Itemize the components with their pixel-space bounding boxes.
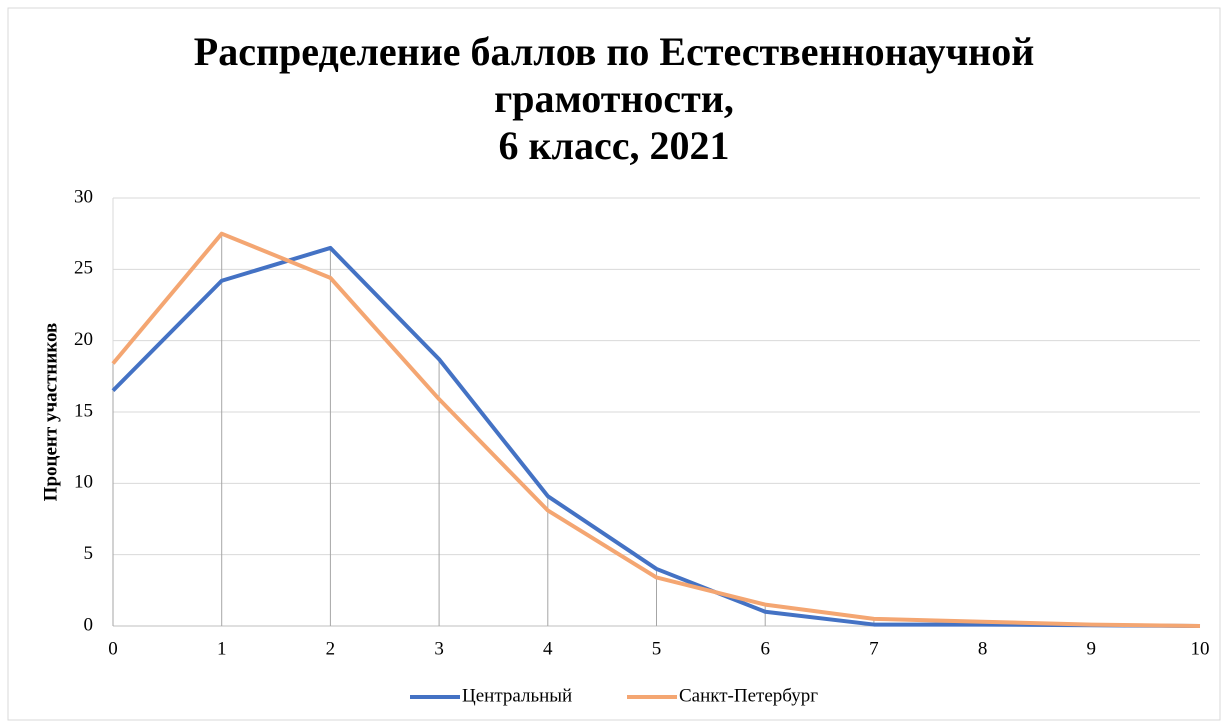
y-tick-label: 15 <box>74 400 93 421</box>
legend-label: Центральный <box>462 685 572 706</box>
chart-title: грамотности, <box>494 76 734 121</box>
x-tick-label: 10 <box>1191 638 1210 659</box>
x-tick-label: 1 <box>217 638 227 659</box>
chart-title: Распределение баллов по Естественнонаучн… <box>194 29 1034 74</box>
x-tick-label: 7 <box>869 638 879 659</box>
x-tick-label: 0 <box>108 638 118 659</box>
x-tick-label: 4 <box>543 638 553 659</box>
y-tick-label: 10 <box>74 472 93 493</box>
y-tick-label: 0 <box>84 614 94 635</box>
chart-title: 6 класс, 2021 <box>499 123 730 168</box>
legend-label: Санкт-Петербург <box>679 685 818 706</box>
x-tick-label: 9 <box>1087 638 1097 659</box>
chart-border <box>7 7 1221 721</box>
x-tick-label: 6 <box>760 638 770 659</box>
x-tick-label: 2 <box>326 638 336 659</box>
y-tick-label: 20 <box>74 329 93 350</box>
y-tick-label: 25 <box>74 258 93 279</box>
x-tick-label: 5 <box>652 638 662 659</box>
y-axis-label: Процент участников <box>40 323 61 502</box>
y-tick-label: 5 <box>84 543 94 564</box>
y-tick-label: 30 <box>74 186 93 207</box>
series-line <box>111 231 1201 628</box>
series-line <box>111 245 1201 628</box>
x-tick-label: 8 <box>978 638 988 659</box>
x-tick-label: 3 <box>434 638 444 659</box>
